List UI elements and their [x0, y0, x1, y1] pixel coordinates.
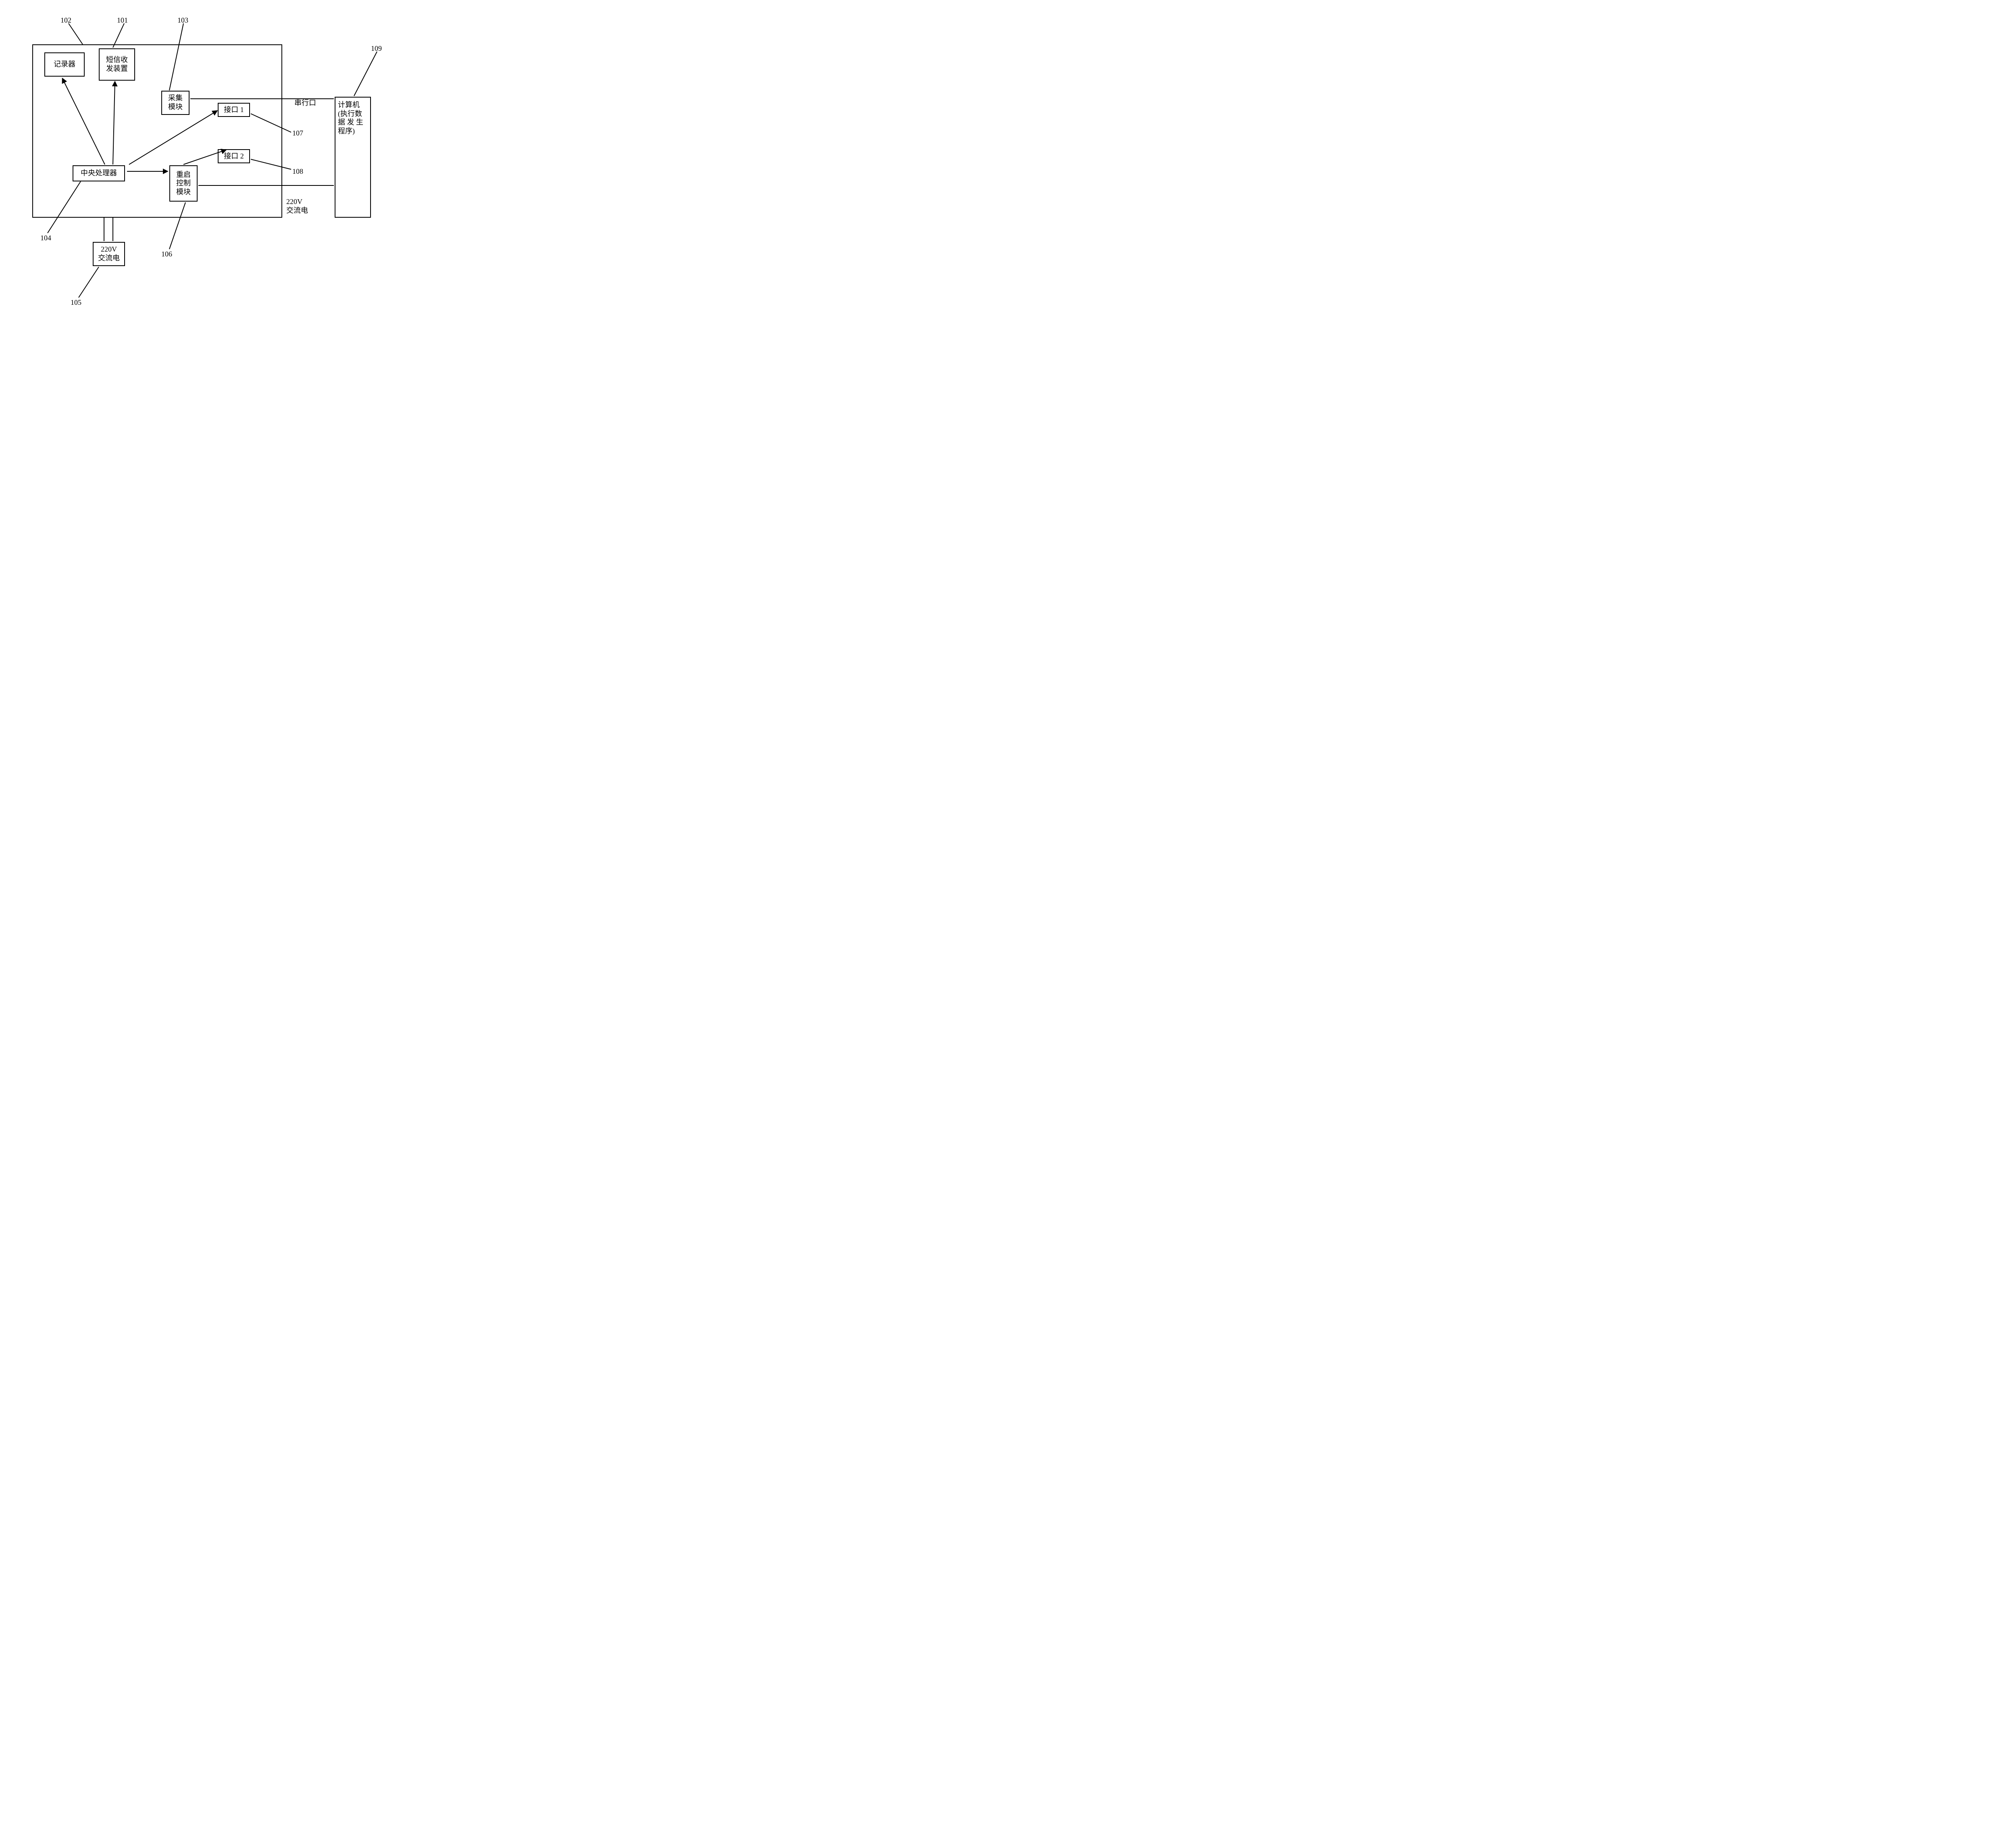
node-interface-2: 接口 2 — [218, 149, 250, 163]
ref-103: 103 — [177, 16, 188, 25]
node-cpu-label: 中央处理器 — [81, 169, 117, 178]
node-computer-label: 计算机(执行数据 发 生程序) — [338, 101, 363, 135]
node-collect-label: 采集模块 — [168, 94, 183, 111]
ref-109: 109 — [371, 44, 382, 53]
node-power: 220V交流电 — [93, 242, 125, 266]
label-ac-out: 220V交流电 — [286, 198, 308, 215]
ref-104: 104 — [40, 234, 51, 243]
node-recorder: 记录器 — [44, 52, 85, 77]
ref-106: 106 — [161, 250, 172, 259]
node-cpu: 中央处理器 — [73, 165, 125, 181]
node-interface-1: 接口 1 — [218, 103, 250, 117]
node-power-label: 220V交流电 — [98, 245, 120, 262]
node-collect: 采集模块 — [161, 91, 190, 115]
node-sms-label: 短信收发装置 — [106, 56, 128, 73]
node-restart: 重启控制模块 — [169, 165, 198, 202]
node-sms: 短信收发装置 — [99, 48, 135, 81]
ref-107: 107 — [292, 129, 303, 138]
ref-102: 102 — [60, 16, 71, 25]
node-restart-label: 重启控制模块 — [176, 171, 191, 197]
label-serial-port: 串行口 — [294, 99, 316, 108]
node-interface-2-label: 接口 2 — [224, 152, 244, 161]
diagram-canvas: 记录器 短信收发装置 采集模块 接口 1 接口 2 中央处理器 重启控制模块 2… — [0, 0, 403, 339]
ref-105: 105 — [71, 298, 81, 307]
node-recorder-label: 记录器 — [54, 60, 75, 69]
ref-108: 108 — [292, 167, 303, 176]
node-computer: 计算机(执行数据 发 生程序) — [335, 97, 371, 218]
ref-101: 101 — [117, 16, 128, 25]
node-interface-1-label: 接口 1 — [224, 106, 244, 114]
